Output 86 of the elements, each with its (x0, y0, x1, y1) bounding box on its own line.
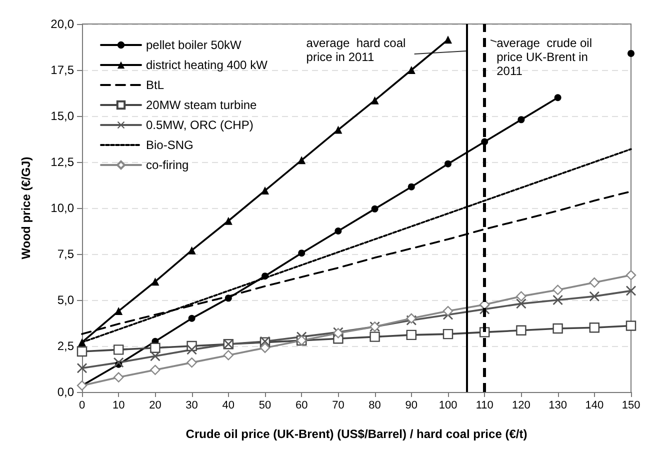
y-tick-label: 5,0 (57, 293, 74, 307)
x-tick-label: 0 (78, 400, 86, 412)
ref-line-label: average crude oil price UK-Brent in 2011 (496, 36, 596, 78)
point (589, 277, 600, 288)
ref-line-label: average hard coal price in 2011 (306, 36, 410, 64)
point (552, 284, 563, 295)
point (150, 364, 160, 376)
x-tick-label: 40 (222, 400, 235, 412)
point (150, 351, 160, 362)
x-tick-label: 80 (368, 400, 381, 412)
point (626, 286, 636, 296)
point (407, 66, 416, 74)
point (408, 183, 415, 190)
x-tick-label: 70 (332, 400, 344, 412)
y-axis-title: Wood price (€/GJ) (19, 156, 33, 260)
point (552, 295, 563, 305)
x-tick-label: 150 (622, 400, 640, 412)
point (114, 358, 124, 368)
x-tick-label: 90 (405, 400, 418, 412)
point (261, 186, 269, 195)
point (188, 314, 196, 322)
point (444, 160, 452, 168)
x-tick-label: 10 (112, 400, 125, 412)
point (589, 291, 600, 302)
point (552, 323, 563, 334)
point (186, 357, 197, 368)
point (114, 344, 124, 355)
point (626, 320, 636, 331)
point (114, 372, 124, 382)
point (150, 342, 160, 353)
point (151, 278, 160, 286)
x-tick-label: 130 (548, 400, 567, 412)
legend-label: pellet boiler 50kW (146, 38, 242, 52)
point (516, 298, 526, 309)
x-tick-label: 140 (585, 400, 604, 412)
x-tick-label: 30 (186, 400, 198, 412)
point (77, 363, 87, 374)
point (223, 350, 234, 360)
point (76, 346, 88, 357)
point (370, 96, 379, 104)
point (260, 342, 270, 353)
x-tick-label: 50 (258, 400, 272, 412)
y-tick-label: 15,0 (50, 109, 74, 123)
legend-label: 20MW steam turbine (146, 98, 258, 112)
y-tick-label: 20,0 (50, 17, 74, 31)
point (442, 306, 454, 316)
point (516, 291, 526, 302)
point (628, 50, 634, 57)
legend-label: BtL (146, 78, 164, 92)
y-tick-label: 0,0 (57, 385, 74, 399)
point (516, 325, 526, 336)
point (224, 216, 232, 225)
point (406, 330, 416, 340)
x-tick-label: 100 (438, 400, 458, 412)
point (186, 344, 197, 355)
point (518, 116, 525, 124)
point (371, 205, 378, 212)
point (188, 246, 196, 254)
point (626, 270, 636, 280)
x-axis-title: Crude oil price (UK-Brent) (US$/Barrel) / hard coal price (€/t) (186, 427, 528, 441)
y-tick-label: 17,5 (50, 63, 74, 77)
x-tick-label: 110 (476, 400, 494, 412)
legend-label: 0.5MW, ORC (CHP) (146, 118, 254, 132)
point (298, 250, 306, 257)
point (444, 36, 452, 44)
y-tick-label: 7,5 (57, 247, 74, 261)
legend-label: Bio-SNG (146, 138, 194, 152)
x-tick-label: 120 (512, 400, 530, 412)
point (589, 322, 600, 333)
legend-label: district heating 400 kW (146, 58, 268, 72)
x-tick-label: 20 (149, 400, 162, 412)
y-tick-label: 10,0 (50, 201, 74, 215)
point (334, 126, 342, 134)
y-tick-label: 2,5 (57, 339, 74, 353)
point (554, 94, 562, 102)
legend-label: co-firing (146, 158, 189, 172)
point (78, 338, 86, 346)
point (224, 294, 232, 302)
x-tick-label: 60 (295, 400, 308, 412)
point (442, 328, 454, 340)
point (114, 307, 123, 316)
point (262, 272, 268, 280)
point (334, 228, 342, 234)
point (370, 332, 380, 342)
point (298, 156, 306, 164)
y-tick-label: 12,5 (50, 155, 74, 169)
